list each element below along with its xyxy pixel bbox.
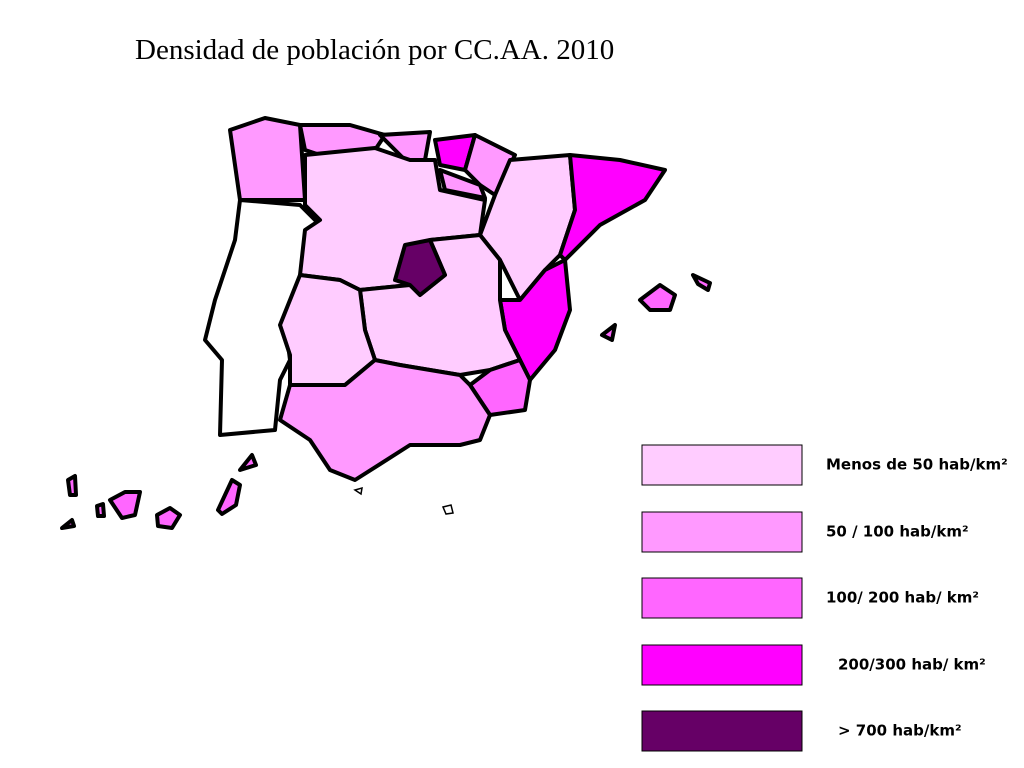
legend-swatch — [641, 644, 803, 686]
menorca — [691, 273, 712, 292]
ibiza — [600, 323, 617, 342]
canarias-2 — [155, 506, 182, 530]
title: Densidad de población por CC.AA. 2010 — [135, 34, 614, 66]
andalucia — [278, 358, 492, 482]
canarias-4 — [238, 453, 258, 472]
legend-label: 100/ 200 hab/ km² — [826, 589, 979, 607]
legend-swatch — [641, 444, 803, 486]
legend-swatch — [641, 710, 803, 752]
melilla — [441, 504, 454, 515]
ceuta — [353, 486, 363, 496]
galicia — [228, 116, 307, 202]
legend-label: > 700 hab/km² — [838, 722, 962, 740]
extremadura — [278, 273, 377, 387]
legend-swatch — [641, 577, 803, 619]
madrid — [393, 238, 447, 297]
legend-label: 200/300 hab/ km² — [838, 656, 986, 674]
canarias-3 — [216, 478, 242, 516]
mallorca — [638, 283, 677, 312]
canarias-7 — [60, 518, 76, 530]
cataluna — [558, 153, 667, 262]
canarias-6 — [95, 502, 106, 518]
map — [60, 116, 712, 530]
legend: Menos de 50 hab/km² 50 / 100 hab/km² 100/ … — [641, 444, 1008, 752]
canarias-1 — [108, 490, 142, 520]
legend-label: 50 / 100 hab/km² — [826, 523, 969, 541]
legend-label: Menos de 50 hab/km² — [826, 456, 1008, 474]
legend-swatch — [641, 511, 803, 553]
canarias-5 — [66, 474, 78, 497]
